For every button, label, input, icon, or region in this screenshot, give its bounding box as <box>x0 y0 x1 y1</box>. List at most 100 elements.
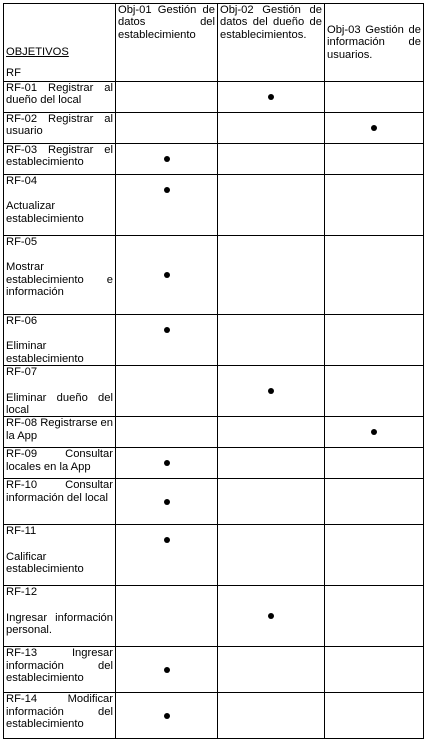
requirement-code: RF-04 <box>6 175 38 188</box>
objective-header-2: Obj-02 Gestión de datos del dueño de est… <box>217 3 325 82</box>
requirement-name: Calificar establecimiento <box>6 550 84 576</box>
requirement-cell: RF-12 Ingresar información personal. <box>3 585 116 648</box>
objective-mark-cell-2 <box>217 478 325 526</box>
requirement-name: Registrarse en la App <box>6 417 113 442</box>
table-row: RF-09 Consultar locales en la App <box>3 447 424 480</box>
objective-mark-cell-1 <box>115 585 218 648</box>
table-row: RF-08 Registrarse en la App <box>3 416 424 449</box>
objective-mark-cell-3 <box>324 585 424 648</box>
requirement-cell: RF-05 Mostrar establecimiento e informaci… <box>3 235 116 315</box>
requirement-name: Registrar el establecimiento <box>6 144 113 169</box>
bullet-mark-icon <box>371 429 377 436</box>
requirement-cell: RF-07 Eliminar dueño del local <box>3 365 116 418</box>
objective-mark-cell-2 <box>217 692 325 740</box>
objective-mark-cell-2 <box>217 365 325 418</box>
objective-mark-cell-1 <box>115 313 218 367</box>
table-row: RF-11 Calificar establecimiento <box>3 524 424 587</box>
requirement-name: Mostrar establecimiento e información <box>6 261 113 299</box>
objective-mark-cell-1 <box>115 416 218 449</box>
objective-mark-cell-3 <box>324 524 424 587</box>
requirement-cell: RF-13 Ingresar información del estableci… <box>3 646 116 694</box>
objective-mark-cell-3 <box>324 478 424 526</box>
header-row: OBJETIVOS RF Obj-01 Gestión de datos del… <box>3 3 424 82</box>
objective-mark-cell-3 <box>324 646 424 694</box>
bullet-mark-icon <box>163 666 170 673</box>
objective-mark-cell-1 <box>115 143 218 175</box>
bullet-mark-icon <box>163 271 170 278</box>
requirement-cell: RF-06 Eliminar establecimiento <box>3 313 116 367</box>
objective-mark-cell-2 <box>217 585 325 648</box>
table-row: RF-01 Registrar al dueño del local <box>3 81 424 113</box>
bullet-mark-icon <box>371 124 377 131</box>
requirement-code: RF-06 <box>6 315 38 327</box>
objective-mark-cell-2 <box>217 174 325 236</box>
objective-mark-cell-3 <box>324 365 424 418</box>
bullet-mark-icon <box>268 93 274 100</box>
requirement-name: Ingresar información del establecimiento <box>6 647 113 685</box>
table-row: RF-04 Actualizar establecimiento <box>3 174 424 236</box>
objective-mark-cell-2 <box>217 143 325 175</box>
requirement-name: Consultar información del local <box>6 479 113 504</box>
requirement-code: RF-10 <box>6 479 38 492</box>
objective-mark-cell-3 <box>324 447 424 480</box>
requirement-name: Registrar al usuario <box>6 113 113 138</box>
objectives-requirements-table: OBJETIVOS RF Obj-01 Gestión de datos del… <box>3 3 424 740</box>
objective-mark-cell-2 <box>217 235 325 315</box>
objective-mark-cell-1 <box>115 447 218 480</box>
rf-label: RF <box>6 66 21 79</box>
objective-header-3: Obj-03 Gestión de información de usuario… <box>324 3 424 82</box>
table-row: RF-14 Modificar información del establec… <box>3 692 424 740</box>
objective-mark-cell-3 <box>324 416 424 449</box>
requirement-cell: RF-11 Calificar establecimiento <box>3 524 116 587</box>
objective-mark-cell-2 <box>217 646 325 694</box>
requirement-name: Ingresar información personal. <box>6 611 113 637</box>
requirement-cell: RF-08 Registrarse en la App <box>3 416 116 449</box>
objective-mark-cell-1 <box>115 174 218 236</box>
objective-mark-cell-1 <box>115 235 218 315</box>
objective-mark-cell-1 <box>115 112 218 144</box>
requirement-cell: RF-02 Registrar al usuario <box>3 112 116 144</box>
table-row: RF-10 Consultar información del local <box>3 478 424 526</box>
objective-mark-cell-2 <box>217 416 325 449</box>
table-row: RF-03 Registrar el establecimiento <box>3 143 424 175</box>
bullet-mark-icon <box>268 613 274 620</box>
bullet-mark-icon <box>163 187 170 193</box>
requirement-cell: RF-09 Consultar locales en la App <box>3 447 116 480</box>
requirement-name: Modificar información del establecimient… <box>6 693 113 731</box>
requirement-code: RF-11 <box>6 525 37 538</box>
requirement-code: RF-07 <box>6 366 38 379</box>
objective-mark-cell-1 <box>115 478 218 526</box>
requirement-code: RF-12 <box>6 586 38 599</box>
objective-mark-cell-1 <box>115 81 218 113</box>
bullet-mark-icon <box>163 327 170 333</box>
objective-mark-cell-3 <box>324 692 424 740</box>
requirement-code: RF-05 <box>6 236 38 249</box>
requirement-code: RF-08 <box>6 417 38 430</box>
objective-mark-cell-3 <box>324 174 424 236</box>
table-row: RF-12 Ingresar información personal. <box>3 585 424 648</box>
requirement-name: Registrar al dueño del local <box>6 82 113 107</box>
bullet-mark-icon <box>163 155 170 162</box>
requirement-cell: RF-03 Registrar el establecimiento <box>3 143 116 175</box>
objective-mark-cell-1 <box>115 692 218 740</box>
header-label-cell: OBJETIVOS RF <box>3 3 116 82</box>
requirement-name: Eliminar dueño del local <box>6 391 113 417</box>
objective-mark-cell-3 <box>324 81 424 113</box>
requirement-cell: RF-04 Actualizar establecimiento <box>3 174 116 236</box>
objective-mark-cell-1 <box>115 646 218 694</box>
objective-mark-cell-2 <box>217 447 325 480</box>
objective-mark-cell-3 <box>324 143 424 175</box>
bullet-mark-icon <box>163 712 170 719</box>
requirement-code: RF-03 <box>6 144 38 157</box>
bullet-mark-icon <box>163 460 170 467</box>
requirement-code: RF-02 <box>6 113 38 126</box>
requirement-code: RF-13 <box>6 647 38 660</box>
table-row: RF-13 Ingresar información del estableci… <box>3 646 424 694</box>
objective-mark-cell-3 <box>324 112 424 144</box>
objective-mark-cell-2 <box>217 81 325 113</box>
table-row: RF-02 Registrar al usuario <box>3 112 424 144</box>
objective-mark-cell-2 <box>217 313 325 367</box>
requirement-name: Consultar locales en la App <box>6 448 113 473</box>
objective-mark-cell-3 <box>324 235 424 315</box>
